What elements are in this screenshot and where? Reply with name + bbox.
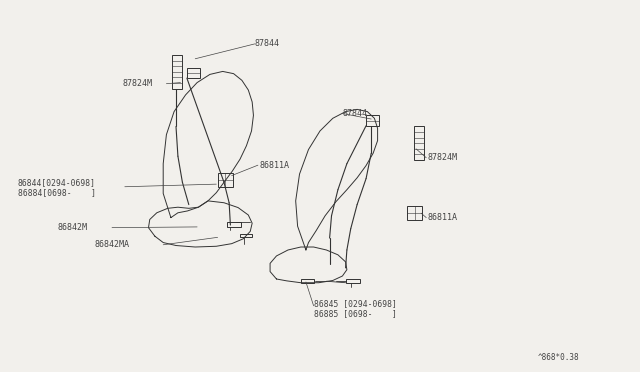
- Text: 86844[0294-0698]: 86844[0294-0698]: [18, 178, 96, 187]
- Text: 86845 [0294-0698]: 86845 [0294-0698]: [314, 299, 396, 308]
- Text: 86884[0698-    ]: 86884[0698- ]: [18, 188, 96, 197]
- Text: 87844: 87844: [255, 39, 280, 48]
- Text: 86885 [0698-    ]: 86885 [0698- ]: [314, 309, 396, 318]
- Text: 87844: 87844: [342, 109, 367, 118]
- Bar: [366, 115, 379, 126]
- Bar: [187, 68, 200, 78]
- Bar: [301, 279, 314, 283]
- Text: 86842MA: 86842MA: [95, 240, 130, 249]
- Bar: [407, 206, 422, 220]
- Bar: [218, 173, 233, 187]
- Bar: [172, 55, 182, 89]
- Text: 86811A: 86811A: [259, 161, 289, 170]
- Bar: [414, 126, 424, 160]
- Text: 87824M: 87824M: [123, 79, 153, 88]
- Bar: [346, 279, 360, 283]
- Text: 86811A: 86811A: [428, 213, 458, 222]
- Bar: [227, 222, 241, 227]
- Text: 86842M: 86842M: [58, 223, 88, 232]
- Text: ^868*0.38: ^868*0.38: [538, 353, 579, 362]
- Text: 87824M: 87824M: [428, 153, 458, 162]
- Bar: [240, 234, 252, 237]
